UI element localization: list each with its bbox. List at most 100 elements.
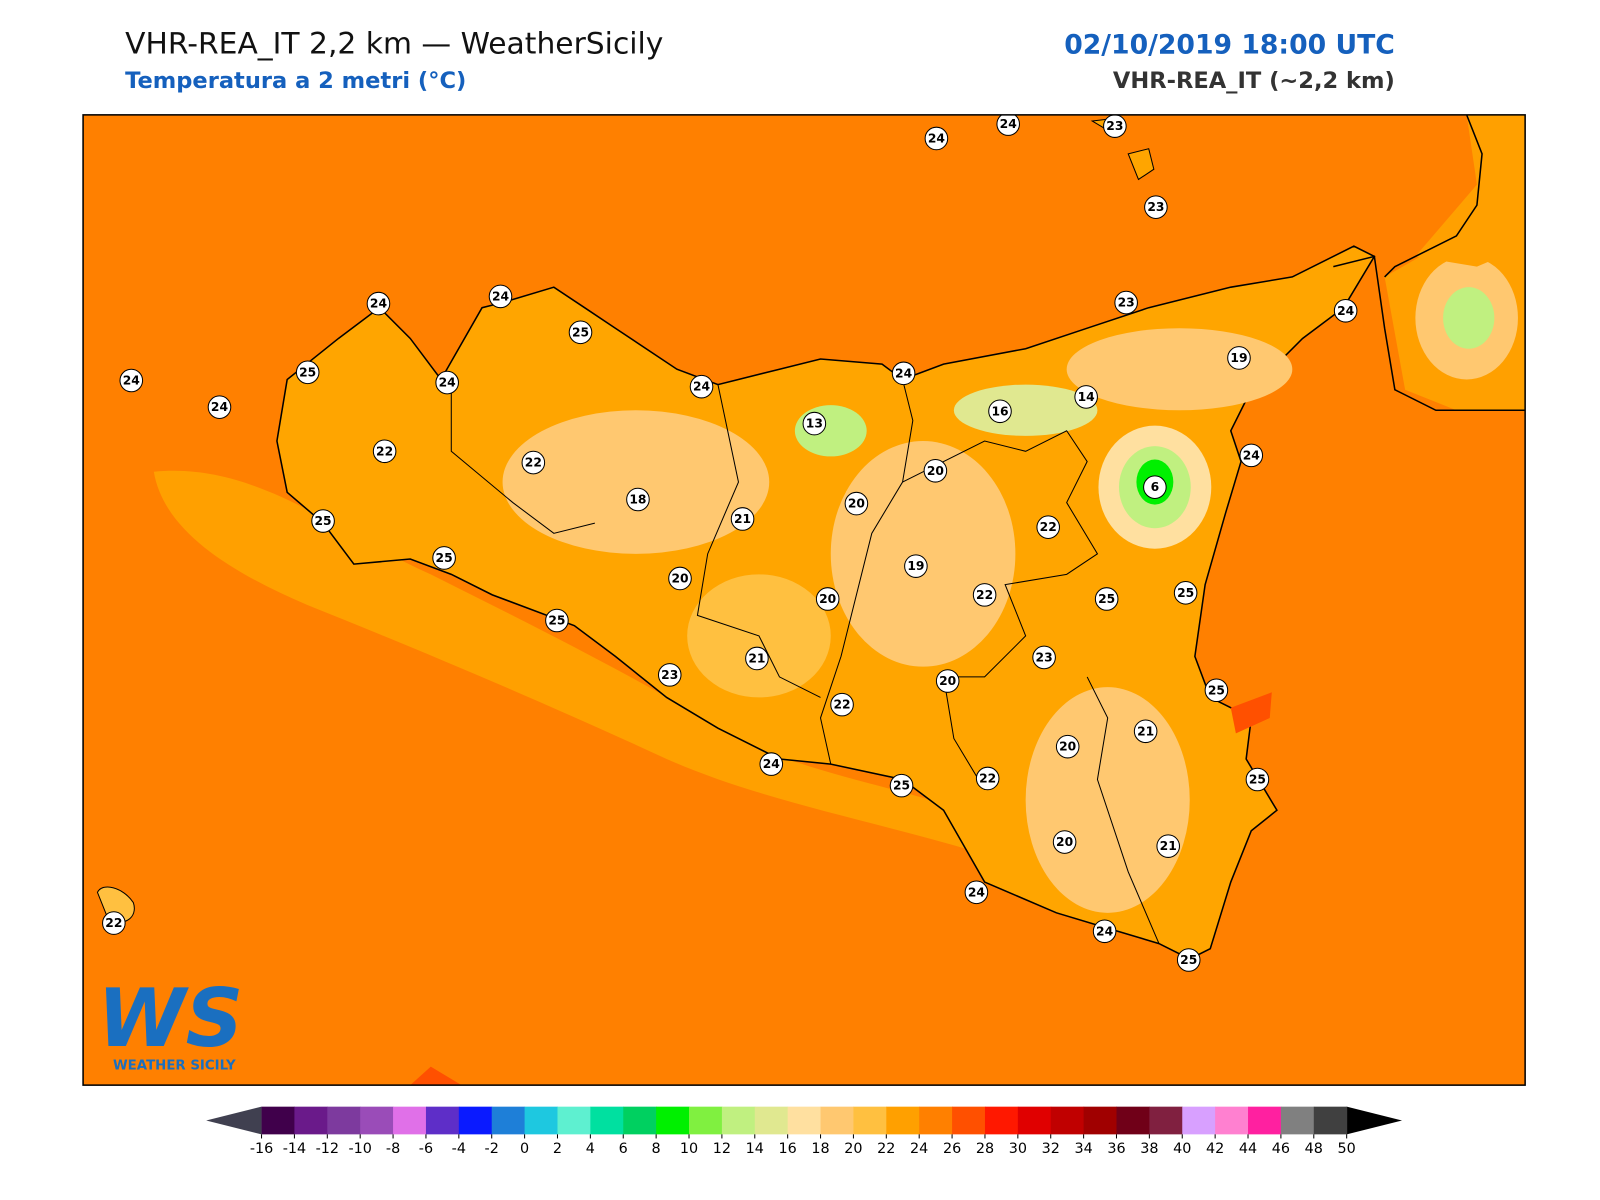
colorbar-segment (261, 1106, 295, 1135)
station-marker (972, 583, 997, 607)
station-value: 24 (1337, 304, 1354, 318)
station-marker (1333, 298, 1358, 323)
station-marker (904, 554, 928, 578)
colorbar-segment (623, 1106, 657, 1135)
station-marker (488, 284, 513, 309)
station-value: 19 (1230, 351, 1247, 365)
colorbar-tick-label: 4 (586, 1141, 595, 1157)
logo-text: WS (97, 972, 243, 1065)
colorbar-tick-label: 14 (746, 1141, 764, 1157)
station-value: 20 (1056, 835, 1073, 849)
colorbar-over (1346, 1106, 1403, 1135)
colorbar-tick-label: -4 (452, 1141, 466, 1157)
station-marker (996, 114, 1020, 136)
station-value: 24 (211, 400, 228, 414)
colorbar-segment (853, 1106, 887, 1135)
station-value: 21 (1160, 839, 1177, 853)
colorbar-segment (1050, 1106, 1085, 1135)
station-marker (1103, 114, 1127, 138)
station-marker (1245, 767, 1270, 792)
colorbar-tick-label: 6 (619, 1141, 628, 1157)
station-marker (802, 411, 827, 436)
station-value: 24 (1243, 448, 1260, 462)
colorbar-tick-label: 48 (1305, 1141, 1323, 1157)
station-value: 24 (763, 757, 780, 771)
colorbar-tick-label: -12 (316, 1141, 339, 1157)
colorbar-tick-label: 0 (520, 1141, 529, 1157)
station-value: 6 (1151, 480, 1160, 494)
station-labels: 24 24 23 23 24 24 25 23 24 24 25 24 24 24 24 19 14 16 13 22… (102, 114, 1358, 972)
colorbar-tick-label: 10 (680, 1141, 698, 1157)
colorbar-tick-label: 50 (1338, 1141, 1356, 1157)
colorbar-tick-label: 38 (1140, 1141, 1158, 1157)
station-value: 24 (492, 289, 509, 303)
colorbar-segment (425, 1106, 460, 1135)
station-marker (1156, 834, 1180, 858)
station-marker (545, 608, 569, 633)
station-value: 16 (991, 404, 1008, 418)
station-value: 25 (1180, 953, 1197, 967)
station-marker (1092, 919, 1117, 944)
colorbar-segment (656, 1106, 690, 1135)
station-marker (626, 487, 650, 512)
station-value: 25 (299, 365, 316, 379)
colorbar-tick-label: 24 (910, 1141, 928, 1157)
colorbar-tick-label: -14 (283, 1141, 306, 1157)
map-frame (82, 114, 1526, 1086)
colorbar-tick-label: -8 (386, 1141, 400, 1157)
colorbar-segment (1116, 1106, 1150, 1135)
station-value: 23 (661, 668, 678, 682)
station-value: 18 (629, 492, 646, 506)
station-marker (1036, 515, 1060, 539)
station-value: 23 (1147, 200, 1164, 214)
station-marker (923, 458, 948, 483)
map: 24 24 23 23 24 24 25 23 24 24 25 24 24 24 24 19 14 16 13 22… (83, 114, 1526, 1086)
station-value: 24 (439, 376, 456, 390)
colorbar-tick-label: -2 (485, 1141, 499, 1157)
colorbar-tick-label: 34 (1074, 1141, 1092, 1157)
station-value: 22 (376, 444, 393, 458)
station-marker (935, 669, 960, 693)
station-value: 24 (1000, 117, 1017, 131)
station-value: 22 (976, 588, 993, 602)
colorbar-tick-label: 46 (1272, 1141, 1290, 1157)
station-marker (1227, 346, 1251, 370)
datetime: 02/10/2019 18:00 UTC (1064, 29, 1395, 60)
colorbar-tick-label: 42 (1206, 1141, 1224, 1157)
station-marker (668, 566, 692, 591)
station-value: 24 (693, 380, 710, 394)
station-value: 20 (671, 571, 688, 585)
colorbar-segment (360, 1106, 394, 1135)
colorbar-segment (886, 1106, 920, 1135)
station-marker (889, 773, 914, 798)
colorbar-segment (1149, 1106, 1183, 1135)
colorbar-tick-label: -6 (419, 1141, 433, 1157)
colorbar-tick-label: 44 (1239, 1141, 1257, 1157)
colorbar-segment (524, 1106, 558, 1135)
colorbar-segment (820, 1106, 854, 1135)
station-marker (689, 374, 714, 399)
station-value: 21 (1137, 724, 1154, 738)
station-value: 22 (1040, 520, 1057, 534)
colorbar-tick-label: 12 (713, 1141, 731, 1157)
station-value: 22 (979, 771, 996, 785)
station-marker (1144, 195, 1168, 219)
colorbar-segment (952, 1106, 986, 1135)
station-marker (372, 439, 397, 464)
station-value: 24 (968, 885, 985, 899)
station-marker (964, 880, 989, 905)
colorbar-tick-label: 36 (1107, 1141, 1125, 1157)
station-value: 25 (1098, 592, 1115, 606)
station-value: 25 (572, 325, 589, 339)
station-value: 24 (1096, 924, 1113, 938)
station-value: 13 (806, 417, 823, 431)
station-value: 24 (123, 374, 140, 388)
title: VHR-REA_IT 2,2 km — WeatherSicily (125, 26, 663, 61)
station-value: 21 (734, 512, 751, 526)
station-value: 24 (370, 297, 387, 311)
station-marker (1173, 581, 1198, 605)
model: VHR-REA_IT (~2,2 km) (1113, 68, 1395, 94)
station-value: 22 (833, 698, 850, 712)
colorbar-segment (294, 1106, 328, 1135)
station-value: 20 (848, 497, 865, 511)
